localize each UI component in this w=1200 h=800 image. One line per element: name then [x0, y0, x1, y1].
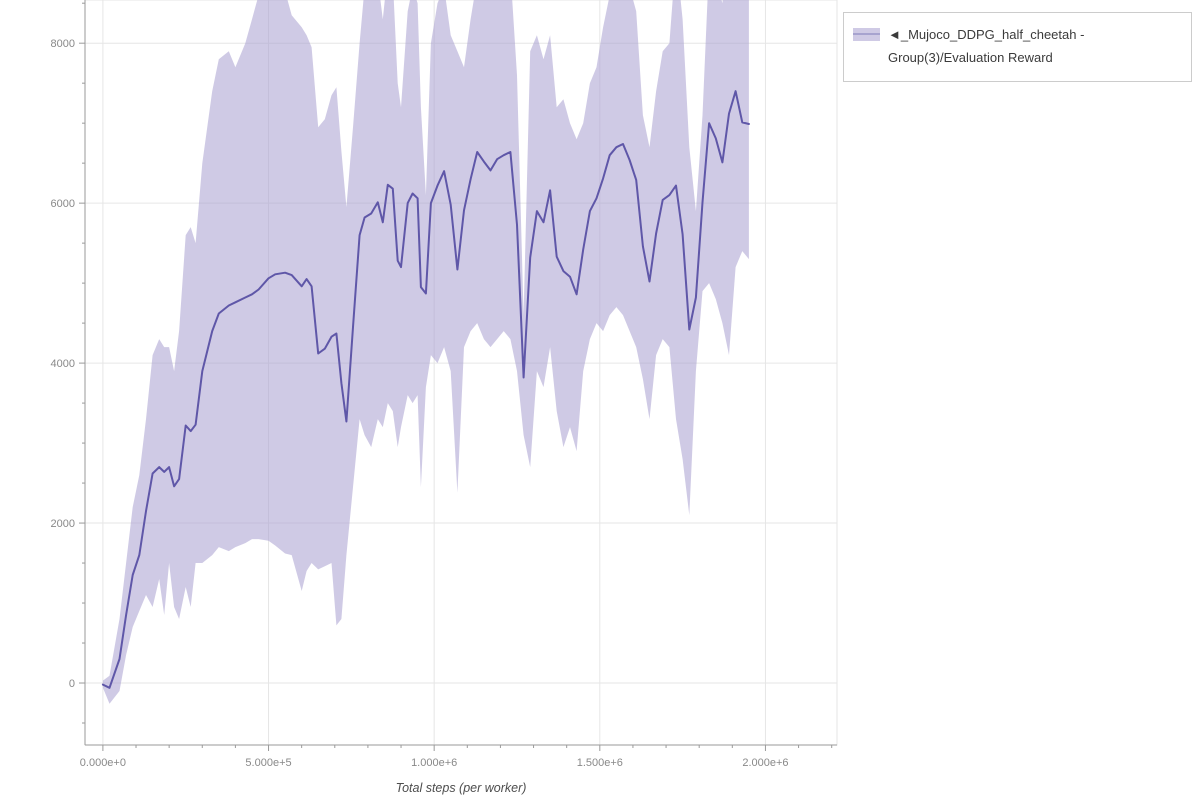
legend-item[interactable]: ◄_Mujoco_DDPG_half_cheetah - Group(3)/Ev… — [843, 12, 1192, 82]
y-tick-label: 2000 — [51, 518, 75, 530]
legend-swatch — [853, 28, 880, 41]
x-tick-label: 5.000e+5 — [245, 757, 291, 769]
y-tick-label: 4000 — [51, 358, 75, 370]
legend-label: ◄_Mujoco_DDPG_half_cheetah - Group(3)/Ev… — [888, 27, 1085, 65]
mean-line — [101, 90, 750, 689]
x-tick-label: 0.000e+0 — [80, 757, 126, 769]
x-tick-label: 1.000e+6 — [411, 757, 457, 769]
x-axis-title: Total steps (per worker) — [396, 781, 527, 795]
y-tick-label: 0 — [69, 678, 75, 690]
legend-swatch-line — [853, 33, 880, 35]
y-tick-label: 8000 — [51, 38, 75, 50]
confidence-band — [102, 0, 749, 704]
chart-svg: 0.000e+0 5.000e+5 1.000e+6 1.500e+6 2.000e+6… — [51, 0, 838, 795]
x-tick-label: 2.000e+6 — [742, 757, 788, 769]
x-tick-label: 1.500e+6 — [577, 757, 623, 769]
y-tick-label: 6000 — [51, 198, 75, 210]
